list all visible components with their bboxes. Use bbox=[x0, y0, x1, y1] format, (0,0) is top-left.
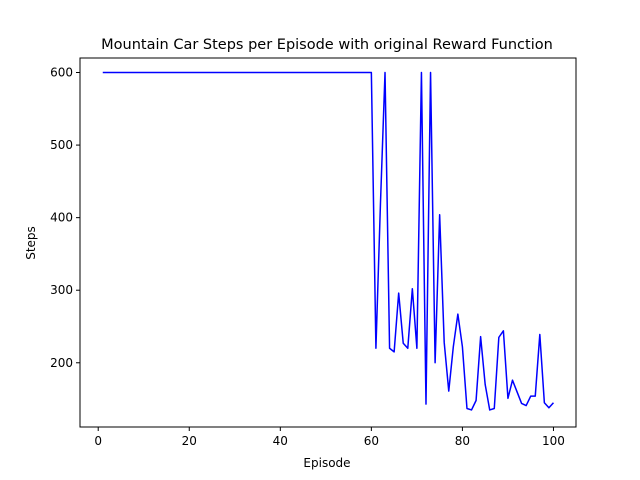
y-axis-label: Steps bbox=[24, 226, 38, 260]
x-tick-label: 20 bbox=[182, 434, 197, 448]
y-tick-label: 600 bbox=[50, 66, 73, 80]
x-axis-label: Episode bbox=[303, 456, 350, 470]
y-axis: 200 300 400 500 600 bbox=[50, 66, 80, 370]
x-axis: 0 20 40 60 80 100 bbox=[94, 427, 565, 448]
x-tick-label: 100 bbox=[542, 434, 565, 448]
x-tick-label: 60 bbox=[364, 434, 379, 448]
chart-title: Mountain Car Steps per Episode with orig… bbox=[101, 37, 553, 53]
x-tick-label: 40 bbox=[273, 434, 288, 448]
series-line bbox=[102, 71, 555, 411]
plot-area bbox=[102, 71, 555, 411]
y-tick-label: 200 bbox=[50, 356, 73, 370]
y-tick-label: 500 bbox=[50, 138, 73, 152]
y-tick-label: 400 bbox=[50, 211, 73, 225]
x-tick-label: 80 bbox=[455, 434, 470, 448]
x-tick-label: 0 bbox=[94, 434, 102, 448]
y-tick-label: 300 bbox=[50, 283, 73, 297]
plot-frame bbox=[79, 57, 577, 428]
